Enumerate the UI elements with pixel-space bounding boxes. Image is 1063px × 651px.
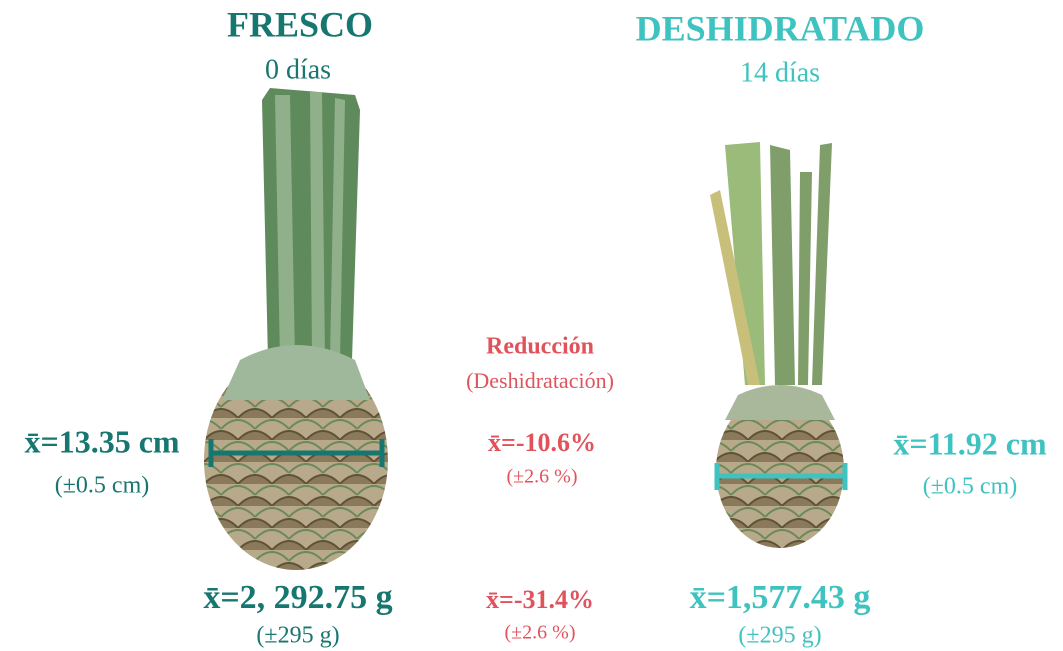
weight-reduction-sd: (±2.6 %)	[505, 622, 576, 644]
weight-sd: (±295 g)	[256, 623, 339, 649]
reduction-subtitle: (Deshidratación)	[466, 368, 614, 393]
reduction-title: Reducción	[486, 334, 594, 360]
dehydrated-diameter-bar	[714, 463, 848, 490]
diameter-reduction-sd: (±2.6 %)	[507, 466, 578, 488]
subtitle: 0 días	[265, 54, 331, 85]
diameter: x̄=13.35 cm	[24, 423, 179, 459]
fresh-agave	[204, 88, 388, 570]
fresh-diameter-bar	[208, 439, 385, 467]
diameter-reduction: x̄=-10.6%	[488, 428, 596, 457]
title: FRESCO	[227, 4, 373, 44]
dehydrated-agave	[710, 142, 844, 548]
diameter-sd: (±0.5 cm)	[55, 473, 149, 499]
weight-sd: (±295 g)	[738, 623, 821, 649]
subtitle: 14 días	[740, 57, 820, 88]
diameter: x̄=11.92 cm	[893, 425, 1047, 461]
weight: x̄=2, 292.75 g	[203, 579, 392, 616]
diameter-sd: (±0.5 cm)	[923, 474, 1017, 500]
weight-reduction: x̄=-31.4%	[486, 585, 594, 614]
title: DESHIDRATADO	[636, 8, 925, 48]
weight: x̄=1,577.43 g	[690, 579, 871, 616]
